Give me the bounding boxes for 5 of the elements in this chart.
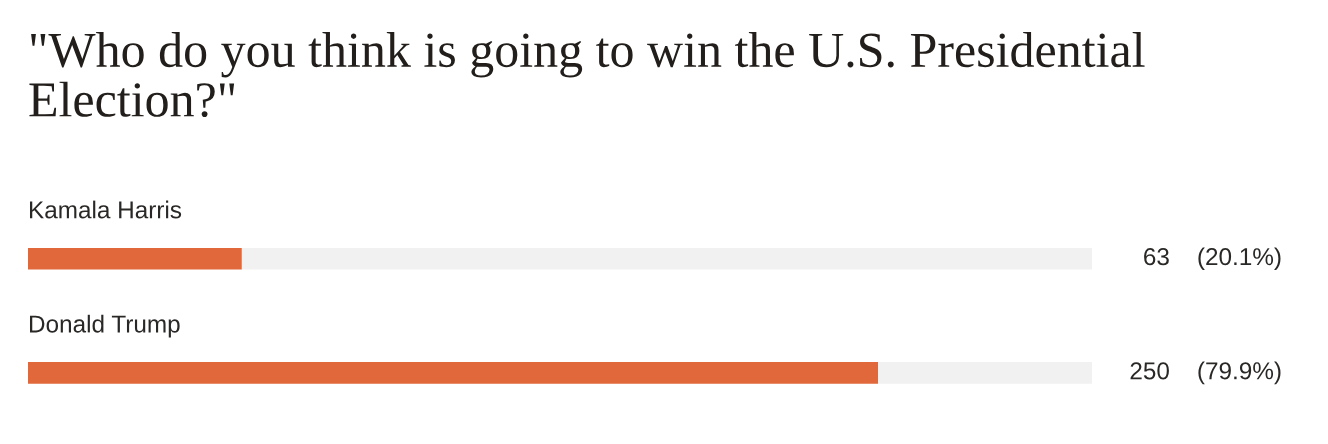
y-tick-label: Donald Trump <box>29 314 180 338</box>
data-label: 250 (79.9%) <box>1130 361 1281 385</box>
data-label: 63 (20.1%) <box>1144 247 1281 271</box>
y-tick-label: Kamala Harris <box>29 200 182 219</box>
chart-title: "Who do you think is going to win the U.S. Presidential Election?" <box>29 32 1145 118</box>
